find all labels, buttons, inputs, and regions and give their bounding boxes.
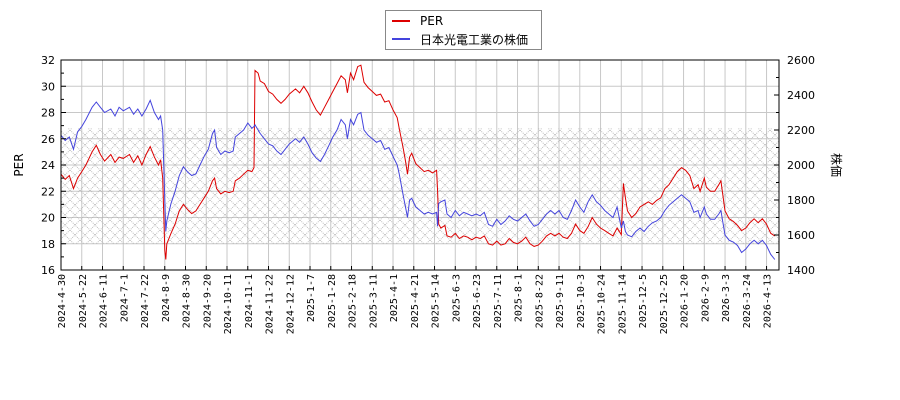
x-tick-label: 2025-4-1 (389, 274, 400, 322)
x-tick-label: 2026-4-13 (763, 274, 774, 328)
left-tick-label: 26 (41, 133, 55, 146)
left-y-axis: 16 18 20 22 24 26 28 30 32 (41, 54, 66, 277)
left-tick-label: 18 (41, 238, 55, 251)
right-axis-label: 株価 (829, 153, 844, 177)
series-layer (60, 64, 776, 260)
x-tick-label: 2026-1-20 (680, 274, 691, 328)
left-axis-label: PER (12, 153, 26, 176)
x-tick-label: 2025-4-21 (410, 274, 421, 328)
stock-price-line (60, 98, 776, 260)
left-tick-label: 28 (41, 107, 55, 120)
left-tick-label: 20 (41, 212, 55, 225)
x-tick-label: 2025-1-7 (306, 274, 317, 322)
x-tick-label: 2025-10-3 (576, 274, 587, 328)
x-tick-label: 2025-1-28 (327, 274, 338, 328)
x-tick-label: 2025-9-11 (555, 274, 566, 328)
x-tick-label: 2024-9-20 (202, 274, 213, 328)
x-tick-label: 2026-3-24 (742, 274, 753, 328)
hatched-range-band (61, 128, 779, 244)
per-line (60, 64, 776, 260)
x-tick-label: 2024-7-1 (119, 274, 130, 322)
legend-swatch-blue (392, 38, 410, 40)
x-tick-label: 2026-3-3 (721, 274, 732, 322)
left-tick-label: 16 (41, 264, 55, 277)
x-tick-label: 2024-4-30 (57, 274, 68, 328)
x-tick-label: 2024-7-22 (140, 274, 151, 328)
left-tick-label: 32 (41, 54, 55, 67)
x-tick-label: 2024-8-9 (161, 274, 172, 322)
right-tick-label: 1800 (787, 194, 815, 207)
x-tick-label: 2024-8-30 (182, 274, 193, 328)
x-tick-label: 2025-2-18 (348, 274, 359, 328)
legend-item-per: PER (392, 13, 443, 29)
left-tick-label: 24 (41, 159, 55, 172)
right-tick-label: 2200 (787, 124, 815, 137)
left-tick-label: 22 (41, 185, 55, 198)
right-tick-label: 2000 (787, 159, 815, 172)
right-tick-label: 1600 (787, 229, 815, 242)
right-tick-label: 2600 (787, 54, 815, 67)
x-tick-label: 2025-12-25 (659, 274, 670, 334)
x-tick-label: 2025-6-3 (451, 274, 462, 322)
x-tick-label: 2025-12-5 (638, 274, 649, 328)
x-tick-label: 2025-11-14 (617, 274, 628, 334)
x-axis: 2024-4-30 2024-5-22 2024-6-11 2024-7-1 2024-… (57, 266, 774, 334)
x-tick-label: 2024-10-11 (223, 274, 234, 334)
legend-swatch-red (392, 20, 410, 22)
x-tick-label: 2025-5-14 (431, 274, 442, 328)
x-tick-label: 2024-12-12 (285, 274, 296, 334)
legend-label: 日本光電工業の株価 (420, 32, 529, 47)
left-tick-label: 30 (41, 80, 55, 93)
x-tick-label: 2025-8-22 (534, 274, 545, 328)
legend-label: PER (420, 14, 444, 28)
x-tick-label: 2024-11-22 (265, 274, 276, 334)
x-tick-label: 2025-3-11 (368, 274, 379, 328)
x-tick-label: 2025-6-23 (472, 274, 483, 328)
right-tick-label: 2400 (787, 89, 815, 102)
right-tick-label: 1400 (787, 264, 815, 277)
x-tick-label: 2026-2-9 (700, 274, 711, 322)
x-tick-label: 2025-8-1 (514, 274, 525, 322)
right-y-axis: 1400 1600 1800 2000 2200 2400 2600 (774, 54, 815, 277)
x-tick-label: 2025-7-11 (493, 274, 504, 328)
x-tick-label: 2025-10-24 (597, 274, 608, 334)
x-tick-label: 2024-11-1 (244, 274, 255, 328)
legend: PER 日本光電工業の株価 (385, 10, 542, 50)
x-tick-label: 2024-6-11 (99, 274, 110, 328)
x-tick-label: 2024-5-22 (78, 274, 89, 328)
legend-item-stock-price: 日本光電工業の株価 (392, 31, 528, 47)
